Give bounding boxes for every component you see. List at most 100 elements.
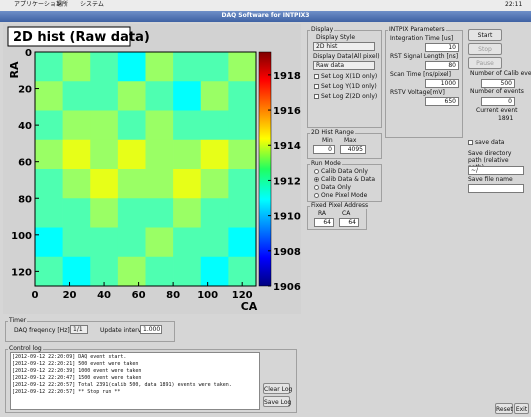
heat-cell: [35, 169, 63, 199]
heat-cell: [62, 139, 91, 170]
input[interactable]: 1000: [425, 79, 459, 88]
checkbox[interactable]: [314, 74, 319, 79]
y-tick-label: 120: [11, 267, 32, 278]
colorbar-tick-label: 1914: [273, 141, 301, 152]
button[interactable]: Stop: [468, 43, 502, 55]
input[interactable]: 1.000: [140, 325, 162, 334]
input[interactable]: 10: [425, 43, 459, 52]
label: Number of events: [470, 88, 524, 95]
heat-cell: [228, 198, 257, 228]
input[interactable]: 650: [425, 97, 459, 106]
heat-cell: [117, 110, 146, 141]
label: Integration Time [us]: [390, 35, 454, 42]
titlebar: [0, 11, 531, 22]
select[interactable]: 1/1: [70, 325, 88, 334]
select[interactable]: Raw data: [313, 61, 375, 70]
x-tick-label: 60: [132, 290, 146, 301]
radio[interactable]: [314, 193, 319, 198]
heat-cell: [228, 110, 257, 141]
input[interactable]: 80: [425, 61, 459, 70]
title-box: [7, 26, 131, 47]
checkbox-row[interactable]: save data: [468, 140, 504, 146]
checkbox[interactable]: [314, 84, 319, 89]
heat-cell: [228, 81, 257, 111]
heat-cell: [228, 256, 257, 287]
heat-cell: [228, 227, 257, 258]
label: Scan Time [ns/pixel]: [390, 71, 451, 78]
group-box: [307, 30, 382, 128]
menu-item[interactable]: 場所: [56, 1, 69, 8]
log-line: [2012-09-12 22:20:57] Total 2391(calib 5…: [12, 382, 232, 388]
checkbox-row[interactable]: Set Log Y(1D only): [314, 84, 377, 90]
button[interactable]: Save Log: [263, 396, 291, 407]
label: Number of Calib event: [470, 70, 531, 77]
group-title: Timer: [8, 317, 28, 324]
input[interactable]: 64: [314, 218, 334, 227]
menu-item[interactable]: アプリケーション: [14, 1, 62, 8]
heat-cell: [35, 110, 63, 141]
heat-cell: [35, 198, 63, 228]
heat-cell: [90, 110, 119, 141]
heat-cell: [117, 139, 146, 170]
button[interactable]: Clear Log: [263, 383, 292, 394]
y-tick-label: 0: [25, 48, 32, 59]
log-line: [2012-09-12 22:20:21] 500 event were tak…: [12, 361, 139, 367]
label: Current event: [476, 107, 518, 114]
button[interactable]: Pause: [468, 57, 502, 69]
heat-cell: [145, 227, 174, 258]
x-tick-label: 80: [166, 290, 180, 301]
checkbox[interactable]: [314, 94, 319, 99]
group-box: [5, 349, 297, 413]
heat-cell: [117, 256, 146, 287]
button[interactable]: Reset: [495, 403, 513, 414]
radio-row[interactable]: Calib Data & Data: [314, 177, 375, 183]
radio[interactable]: [314, 177, 319, 182]
chart-title: 2D hist (Raw data): [13, 30, 150, 45]
colorbar-tick-label: 1918: [273, 71, 301, 82]
checkbox-row[interactable]: Set Log X(1D only): [314, 74, 377, 80]
input[interactable]: 0: [481, 97, 515, 106]
group-box: [5, 321, 175, 342]
log-area[interactable]: [10, 352, 260, 410]
log-line: [2012-09-12 22:20:47] 1500 event were ta…: [12, 375, 142, 381]
heat-cell: [62, 227, 91, 258]
label: Display Data(All pixel): [313, 53, 380, 60]
input[interactable]: 4095: [340, 145, 366, 154]
heat-cell: [173, 81, 202, 111]
radio-row[interactable]: Calib Data Only: [314, 169, 368, 175]
heat-cell: [62, 110, 91, 141]
input[interactable]: [468, 184, 524, 193]
input[interactable]: ~/: [468, 166, 524, 175]
heat-cell: [35, 139, 63, 170]
heat-cell: [117, 169, 146, 199]
heat-cell: [200, 110, 229, 141]
button[interactable]: Start: [468, 29, 502, 41]
heat-cell: [173, 169, 202, 199]
heat-cell: [200, 52, 229, 82]
log-line: [2012-09-12 22:20:09] DAQ event start.: [12, 354, 127, 360]
radio-row[interactable]: Data Only: [314, 185, 351, 191]
group-title: 2D Hist Range: [310, 129, 355, 136]
heat-cell: [90, 139, 119, 170]
input[interactable]: 0: [313, 145, 335, 154]
heat-cell: [117, 227, 146, 258]
input[interactable]: 500: [481, 79, 515, 88]
heat-cell: [145, 139, 174, 170]
heat-cell: [145, 110, 174, 141]
heat-cell: [145, 81, 174, 111]
heat-cell: [200, 198, 229, 228]
label: Max: [344, 137, 357, 144]
radio-label: One Pixel Mode: [321, 192, 368, 199]
radio-row[interactable]: One Pixel Mode: [314, 193, 367, 199]
checkbox[interactable]: [468, 140, 473, 145]
radio[interactable]: [314, 169, 319, 174]
y-tick-label: 20: [18, 85, 32, 96]
x-tick-label: 120: [232, 290, 253, 301]
select[interactable]: 2D hist: [313, 42, 375, 51]
input[interactable]: 64: [339, 218, 359, 227]
button[interactable]: Exit: [514, 403, 529, 414]
radio[interactable]: [314, 185, 319, 190]
group-box: [307, 164, 382, 202]
menu-item[interactable]: システム: [80, 1, 104, 8]
checkbox-row[interactable]: Set Log Z(2D only): [314, 94, 377, 100]
